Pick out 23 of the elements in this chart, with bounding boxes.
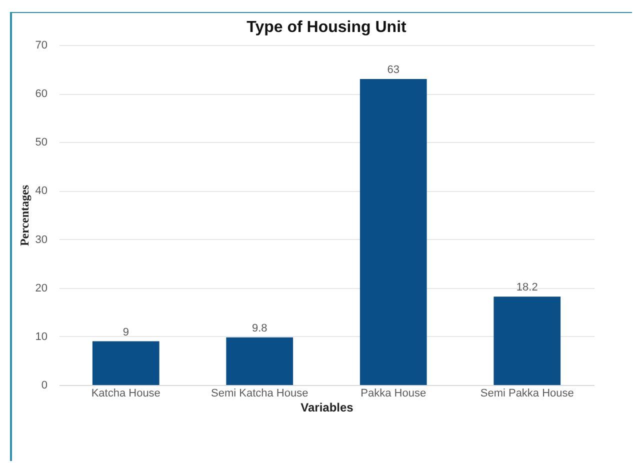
- y-tick-label: 40: [35, 185, 48, 198]
- chart-title: Type of Housing Unit: [246, 19, 408, 36]
- data-label: 63: [387, 64, 400, 76]
- y-tick-label: 30: [35, 234, 48, 246]
- bar: [360, 79, 427, 385]
- y-tick-label: 0: [41, 380, 48, 392]
- y-tick-label: 70: [35, 40, 48, 52]
- bar: [226, 337, 294, 385]
- x-axis-title: Variables: [300, 400, 354, 414]
- bar: [92, 341, 160, 385]
- y-tick-label: 20: [35, 282, 48, 294]
- x-tick-label: Katcha House: [91, 388, 160, 400]
- x-tick-label: Semi Pakka House: [480, 388, 574, 400]
- bar: [494, 296, 561, 385]
- data-label: 9: [122, 326, 129, 338]
- y-tick-label: 10: [35, 330, 48, 343]
- x-tick-label: Pakka House: [360, 388, 426, 400]
- data-label: 18.2: [516, 282, 538, 294]
- data-label: 9.8: [252, 322, 268, 334]
- y-tick-label: 50: [35, 136, 48, 149]
- x-tick-label: Semi Katcha House: [211, 388, 308, 400]
- y-axis-title: Percentages: [17, 184, 32, 246]
- y-tick-label: 60: [35, 88, 48, 100]
